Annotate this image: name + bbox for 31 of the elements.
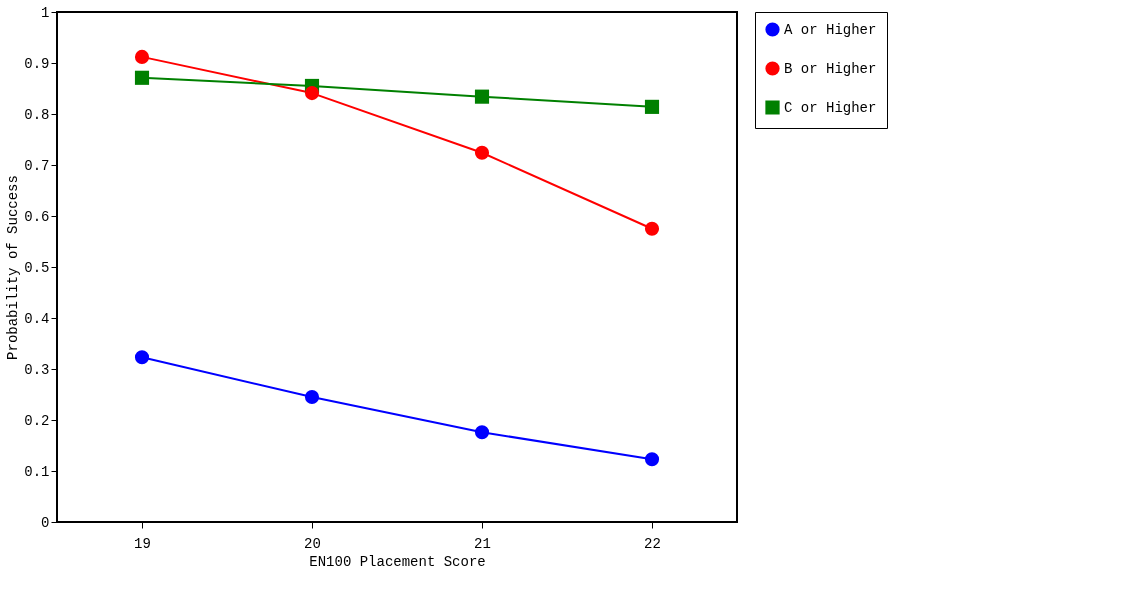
- x-tick-label: 21: [474, 535, 491, 552]
- x-tick-label: 20: [304, 535, 321, 552]
- y-axis-title: Probability of Success: [5, 175, 22, 360]
- x-tick-label: 19: [134, 535, 151, 552]
- y-tick-label: 0: [41, 514, 50, 531]
- point: [134, 49, 150, 64]
- point: [474, 425, 490, 440]
- point: [644, 452, 660, 467]
- y-tick-label: 0.6: [24, 208, 50, 225]
- point: [134, 70, 150, 85]
- point: [644, 99, 660, 114]
- point: [474, 145, 490, 160]
- y-tick-label: 0.4: [24, 310, 50, 327]
- y-tick-label: 0.2: [24, 412, 50, 429]
- y-tick-label: 0.7: [24, 157, 50, 174]
- y-tick-label: 0.5: [24, 259, 50, 276]
- y-tick-label: 1: [41, 4, 50, 21]
- legend-label: B or Higher: [784, 60, 877, 77]
- y-tick-label: 0.3: [24, 361, 50, 378]
- legend-label: C or Higher: [784, 99, 877, 116]
- point: [474, 89, 490, 104]
- x-tick-label: 22: [644, 535, 661, 552]
- point: [644, 221, 660, 236]
- y-tick-label: 0.1: [24, 463, 50, 480]
- y-tick-label: 0.9: [24, 55, 50, 72]
- y-tick-label: 0.8: [24, 106, 50, 123]
- point: [304, 389, 320, 405]
- legend-label: A or Higher: [784, 21, 877, 38]
- x-axis-title: EN100 Placement Score: [309, 553, 486, 570]
- point: [134, 350, 150, 365]
- point: [304, 86, 320, 101]
